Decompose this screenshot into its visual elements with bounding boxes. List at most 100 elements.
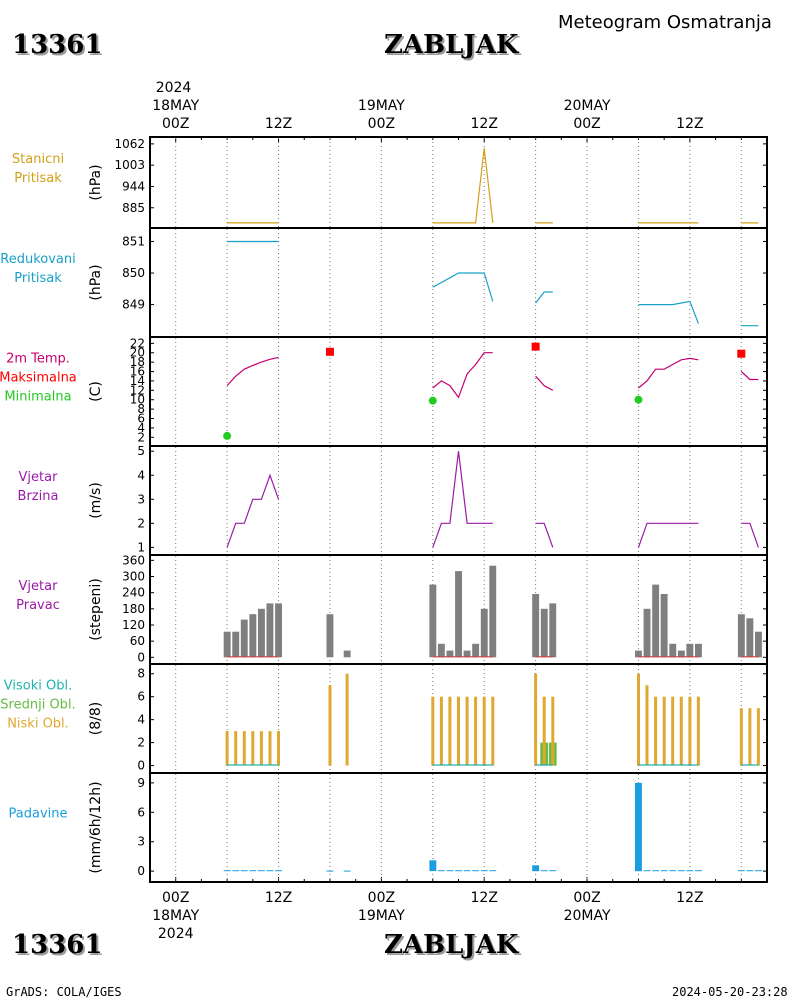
y-tick-label: 851 bbox=[122, 234, 145, 248]
panel-frame bbox=[149, 136, 768, 229]
y-tick-label: 5 bbox=[137, 444, 145, 458]
y-tick-label: 8 bbox=[137, 667, 145, 681]
wind_direction-bar bbox=[275, 603, 282, 658]
clouds-bar bbox=[465, 696, 469, 766]
y-tick-label: 1003 bbox=[114, 158, 145, 172]
wind_direction-bar bbox=[660, 594, 668, 658]
wind_direction-bar bbox=[643, 608, 651, 658]
y-tick-label: 0 bbox=[137, 864, 145, 878]
temperature-min-marker bbox=[634, 395, 643, 404]
panel-label: Srednji Obl. bbox=[0, 698, 75, 713]
panel-label: Maksimalna bbox=[0, 371, 77, 386]
wind_speed-line bbox=[741, 522, 759, 548]
wind_speed-line bbox=[637, 522, 699, 548]
clouds-bar bbox=[225, 731, 229, 766]
bottom-day-label: 19MAY bbox=[358, 908, 405, 924]
clouds-bar bbox=[234, 731, 238, 766]
panel-frame bbox=[149, 445, 768, 556]
wind_direction-bar bbox=[695, 643, 702, 658]
clouds-bar bbox=[542, 696, 546, 766]
top-day-label: 20MAY bbox=[564, 98, 611, 114]
panel-unit-label: (m/s) bbox=[88, 482, 104, 519]
y-tick-label: 240 bbox=[122, 586, 145, 600]
panel-frame bbox=[149, 772, 768, 883]
wind_direction-bar bbox=[540, 608, 548, 658]
precipitation-bar bbox=[755, 870, 762, 872]
wind_direction-bar bbox=[549, 603, 557, 658]
y-tick-label: 2 bbox=[137, 736, 145, 750]
wind_direction-bar bbox=[232, 631, 240, 658]
bottom-day-label: 20MAY bbox=[564, 908, 611, 924]
precipitation-bar bbox=[635, 782, 642, 872]
panel-label: Minimalna bbox=[4, 390, 71, 405]
panel-unit-label: (mm/6h/12h) bbox=[88, 781, 104, 873]
wind_direction-bar bbox=[677, 650, 685, 658]
temperature-min-marker bbox=[428, 396, 437, 405]
wind_direction-bar bbox=[258, 608, 265, 658]
precipitation-bar bbox=[446, 870, 454, 872]
clouds-bar bbox=[439, 696, 443, 766]
y-tick-label: 850 bbox=[122, 266, 145, 280]
precipitation-bar bbox=[669, 870, 677, 872]
wind_direction-bar bbox=[686, 643, 694, 658]
clouds-bar bbox=[242, 731, 246, 766]
station_pressure-line bbox=[432, 148, 494, 224]
wind_direction-bar bbox=[266, 603, 274, 658]
precipitation-bar bbox=[540, 870, 548, 872]
wind_direction-bar bbox=[343, 650, 351, 658]
clouds-bar bbox=[645, 685, 649, 766]
wind_direction-bar bbox=[532, 594, 540, 658]
clouds-bar bbox=[637, 673, 640, 766]
wind_direction-bar bbox=[635, 650, 642, 658]
precipitation-bar bbox=[429, 860, 437, 872]
bottom-year-label: 2024 bbox=[158, 926, 194, 942]
y-tick-label: 6 bbox=[137, 805, 145, 819]
precipitation-bar bbox=[677, 870, 685, 872]
y-tick-label: 1 bbox=[137, 540, 145, 554]
bottom-hour-label: 12Z bbox=[676, 890, 703, 906]
clouds-bar bbox=[345, 673, 349, 766]
y-tick-label: 14 bbox=[130, 374, 145, 388]
precipitation-bar bbox=[223, 870, 231, 872]
y-tick-label: 300 bbox=[122, 570, 145, 584]
timestamp: 2024-05-20-23:28 bbox=[672, 985, 788, 999]
panel-label: Vjetar bbox=[19, 579, 59, 594]
precipitation-bar bbox=[652, 870, 660, 872]
precipitation-bar bbox=[737, 870, 745, 872]
top-hour-label: 00Z bbox=[368, 116, 395, 132]
wind_direction-bar bbox=[249, 614, 257, 658]
panel-label: Pritisak bbox=[14, 271, 62, 286]
temperature-line bbox=[638, 357, 699, 389]
clouds-bar bbox=[756, 708, 760, 766]
precipitation-bar bbox=[489, 870, 497, 872]
wind_direction-bar bbox=[455, 571, 462, 658]
clouds-bar bbox=[457, 696, 460, 766]
wind_speed-line bbox=[535, 522, 554, 548]
clouds-bar bbox=[696, 696, 700, 766]
y-tick-label: 0 bbox=[137, 759, 145, 773]
y-tick-label: 4 bbox=[137, 468, 145, 482]
top-year-label: 2024 bbox=[156, 80, 192, 96]
bottom-hour-label: 12Z bbox=[471, 890, 498, 906]
top-day-label: 18MAY bbox=[152, 98, 199, 114]
bottom-hour-label: 12Z bbox=[265, 890, 292, 906]
temperature-line bbox=[432, 352, 493, 399]
y-tick-label: 18 bbox=[130, 355, 145, 369]
precipitation-bar bbox=[326, 870, 334, 872]
panel-label: Pritisak bbox=[14, 171, 62, 186]
wind_direction-bar bbox=[652, 584, 660, 658]
product-title: Meteogram Osmatranja bbox=[558, 12, 772, 33]
clouds-bar bbox=[277, 731, 280, 766]
station-id-top: 13361 bbox=[12, 30, 103, 60]
top-hour-label: 12Z bbox=[265, 116, 292, 132]
panel-label: Padavine bbox=[9, 807, 68, 822]
clouds-bar bbox=[551, 696, 555, 766]
panel-unit-label: (8/8) bbox=[88, 702, 104, 735]
clouds-bar bbox=[268, 731, 272, 766]
temperature-min-marker bbox=[223, 431, 232, 440]
clouds-bar bbox=[688, 696, 692, 766]
clouds-bar bbox=[431, 696, 435, 766]
precipitation-bar bbox=[463, 870, 471, 872]
wind_direction-bar bbox=[463, 650, 471, 658]
wind_direction-bar bbox=[480, 608, 488, 658]
